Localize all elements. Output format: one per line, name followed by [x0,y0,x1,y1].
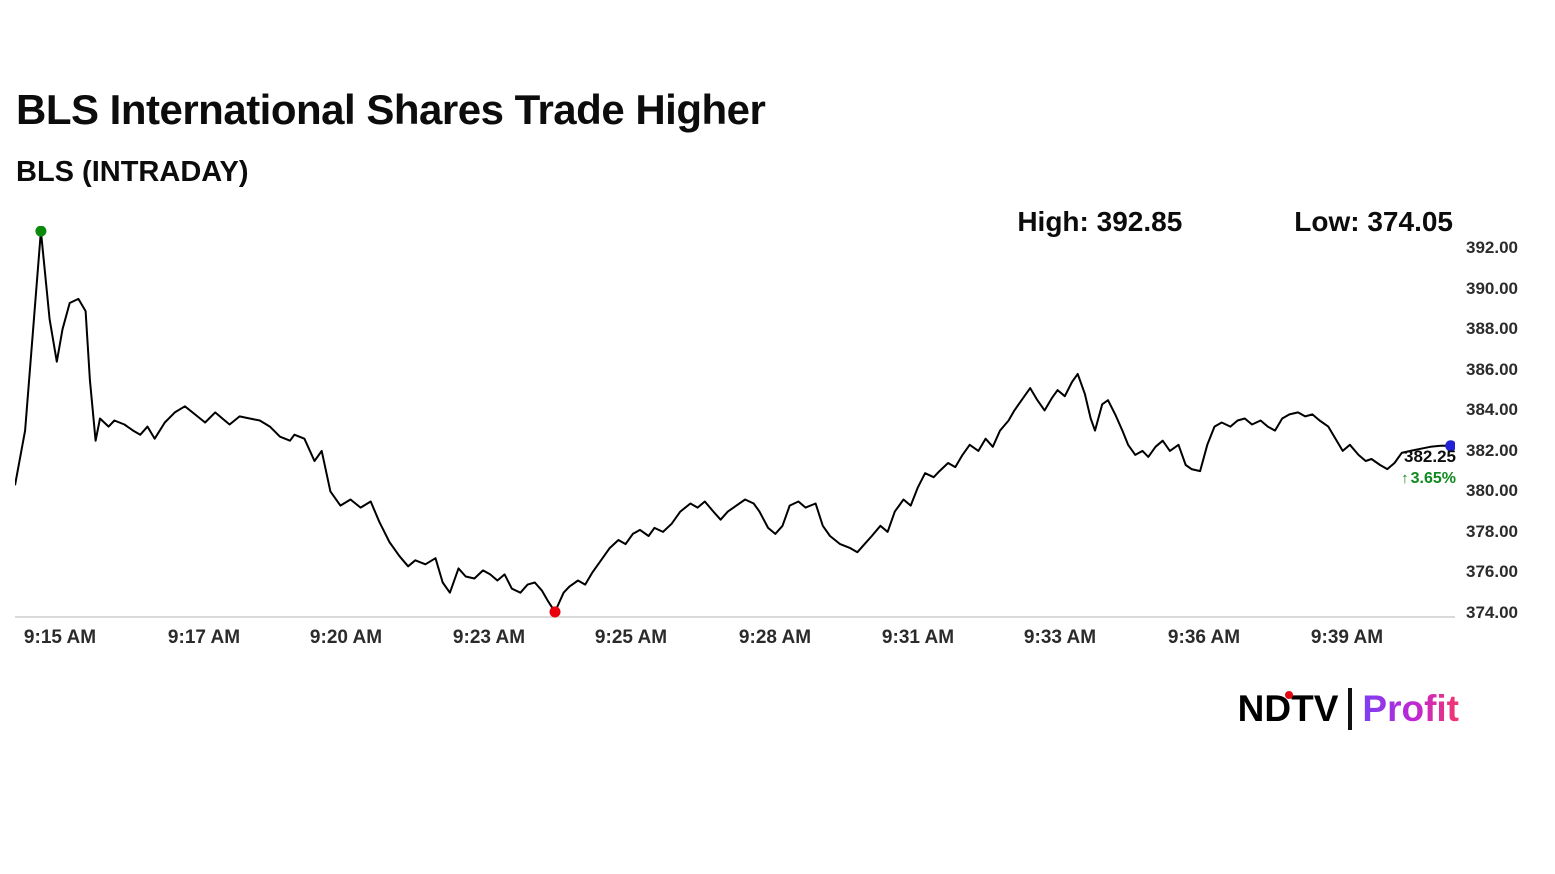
price-line [14,230,1451,613]
last-change-pct: ↑ 3.65% [1401,470,1456,488]
y-tick-label: 386.00 [1466,360,1518,379]
last-price-label: 382.25 ↑ 3.65% [1401,447,1456,488]
y-tick-label: 376.00 [1466,562,1518,581]
page-title: BLS International Shares Trade Higher [16,86,766,133]
high-value: 392.85 [1096,206,1183,237]
chart-subtitle: BLS (INTRADAY) [16,156,249,188]
x-tick-label: 9:28 AM [738,627,812,648]
x-tick-label: 9:39 AM [1310,627,1384,648]
y-tick-label: 390.00 [1466,279,1518,298]
x-tick-label: 9:20 AM [309,627,383,648]
y-tick-label: 388.00 [1466,319,1518,338]
logo-separator [1348,688,1353,730]
y-tick-label: 392.00 [1466,238,1518,257]
ndtv-profit-logo: NDTV Profit [1238,688,1459,730]
ndtv-logo-text: NDTV [1238,688,1339,730]
price-chart [14,225,1457,618]
y-axis: 392.00 390.00 388.00 386.00 384.00 382.00 380.… [1466,226,1551,622]
logo-red-dot-icon [1284,691,1293,699]
x-tick-label: 9:23 AM [452,627,526,648]
x-axis: 9:15 AM 9:17 AM 9:20 AM 9:23 AM 9:25 AM 9:28 … [15,627,1455,653]
high-low-row: High: 392.85 Low: 374.05 [1017,206,1453,238]
x-tick-label: 9:36 AM [1167,627,1241,648]
y-tick-label: 382.00 [1466,441,1518,460]
y-tick-label: 374.00 [1466,603,1518,622]
x-tick-label: 9:33 AM [1023,627,1097,648]
y-tick-label: 380.00 [1466,481,1518,500]
low-value: 374.05 [1367,206,1453,237]
x-tick-label: 9:31 AM [881,627,955,648]
high-marker-dot [35,225,47,237]
low-label: Low: [1294,206,1360,237]
high-label: High: [1017,206,1089,237]
profit-logo-text: Profit [1362,688,1459,729]
x-tick-label: 9:25 AM [594,627,668,648]
up-arrow-icon: ↑ [1401,469,1409,487]
y-tick-label: 384.00 [1466,400,1518,419]
change-pct-value: 3.65% [1410,469,1456,487]
last-price-value: 382.25 [1404,447,1456,466]
low-stat: Low: 374.05 [1294,206,1453,238]
last-marker-dot [1445,440,1457,452]
low-marker-dot [549,606,561,618]
price-line-chart [14,225,1457,618]
x-tick-label: 9:15 AM [23,627,97,648]
high-stat: High: 392.85 [1017,206,1182,238]
y-tick-label: 378.00 [1466,522,1518,541]
x-tick-label: 9:17 AM [167,627,241,648]
